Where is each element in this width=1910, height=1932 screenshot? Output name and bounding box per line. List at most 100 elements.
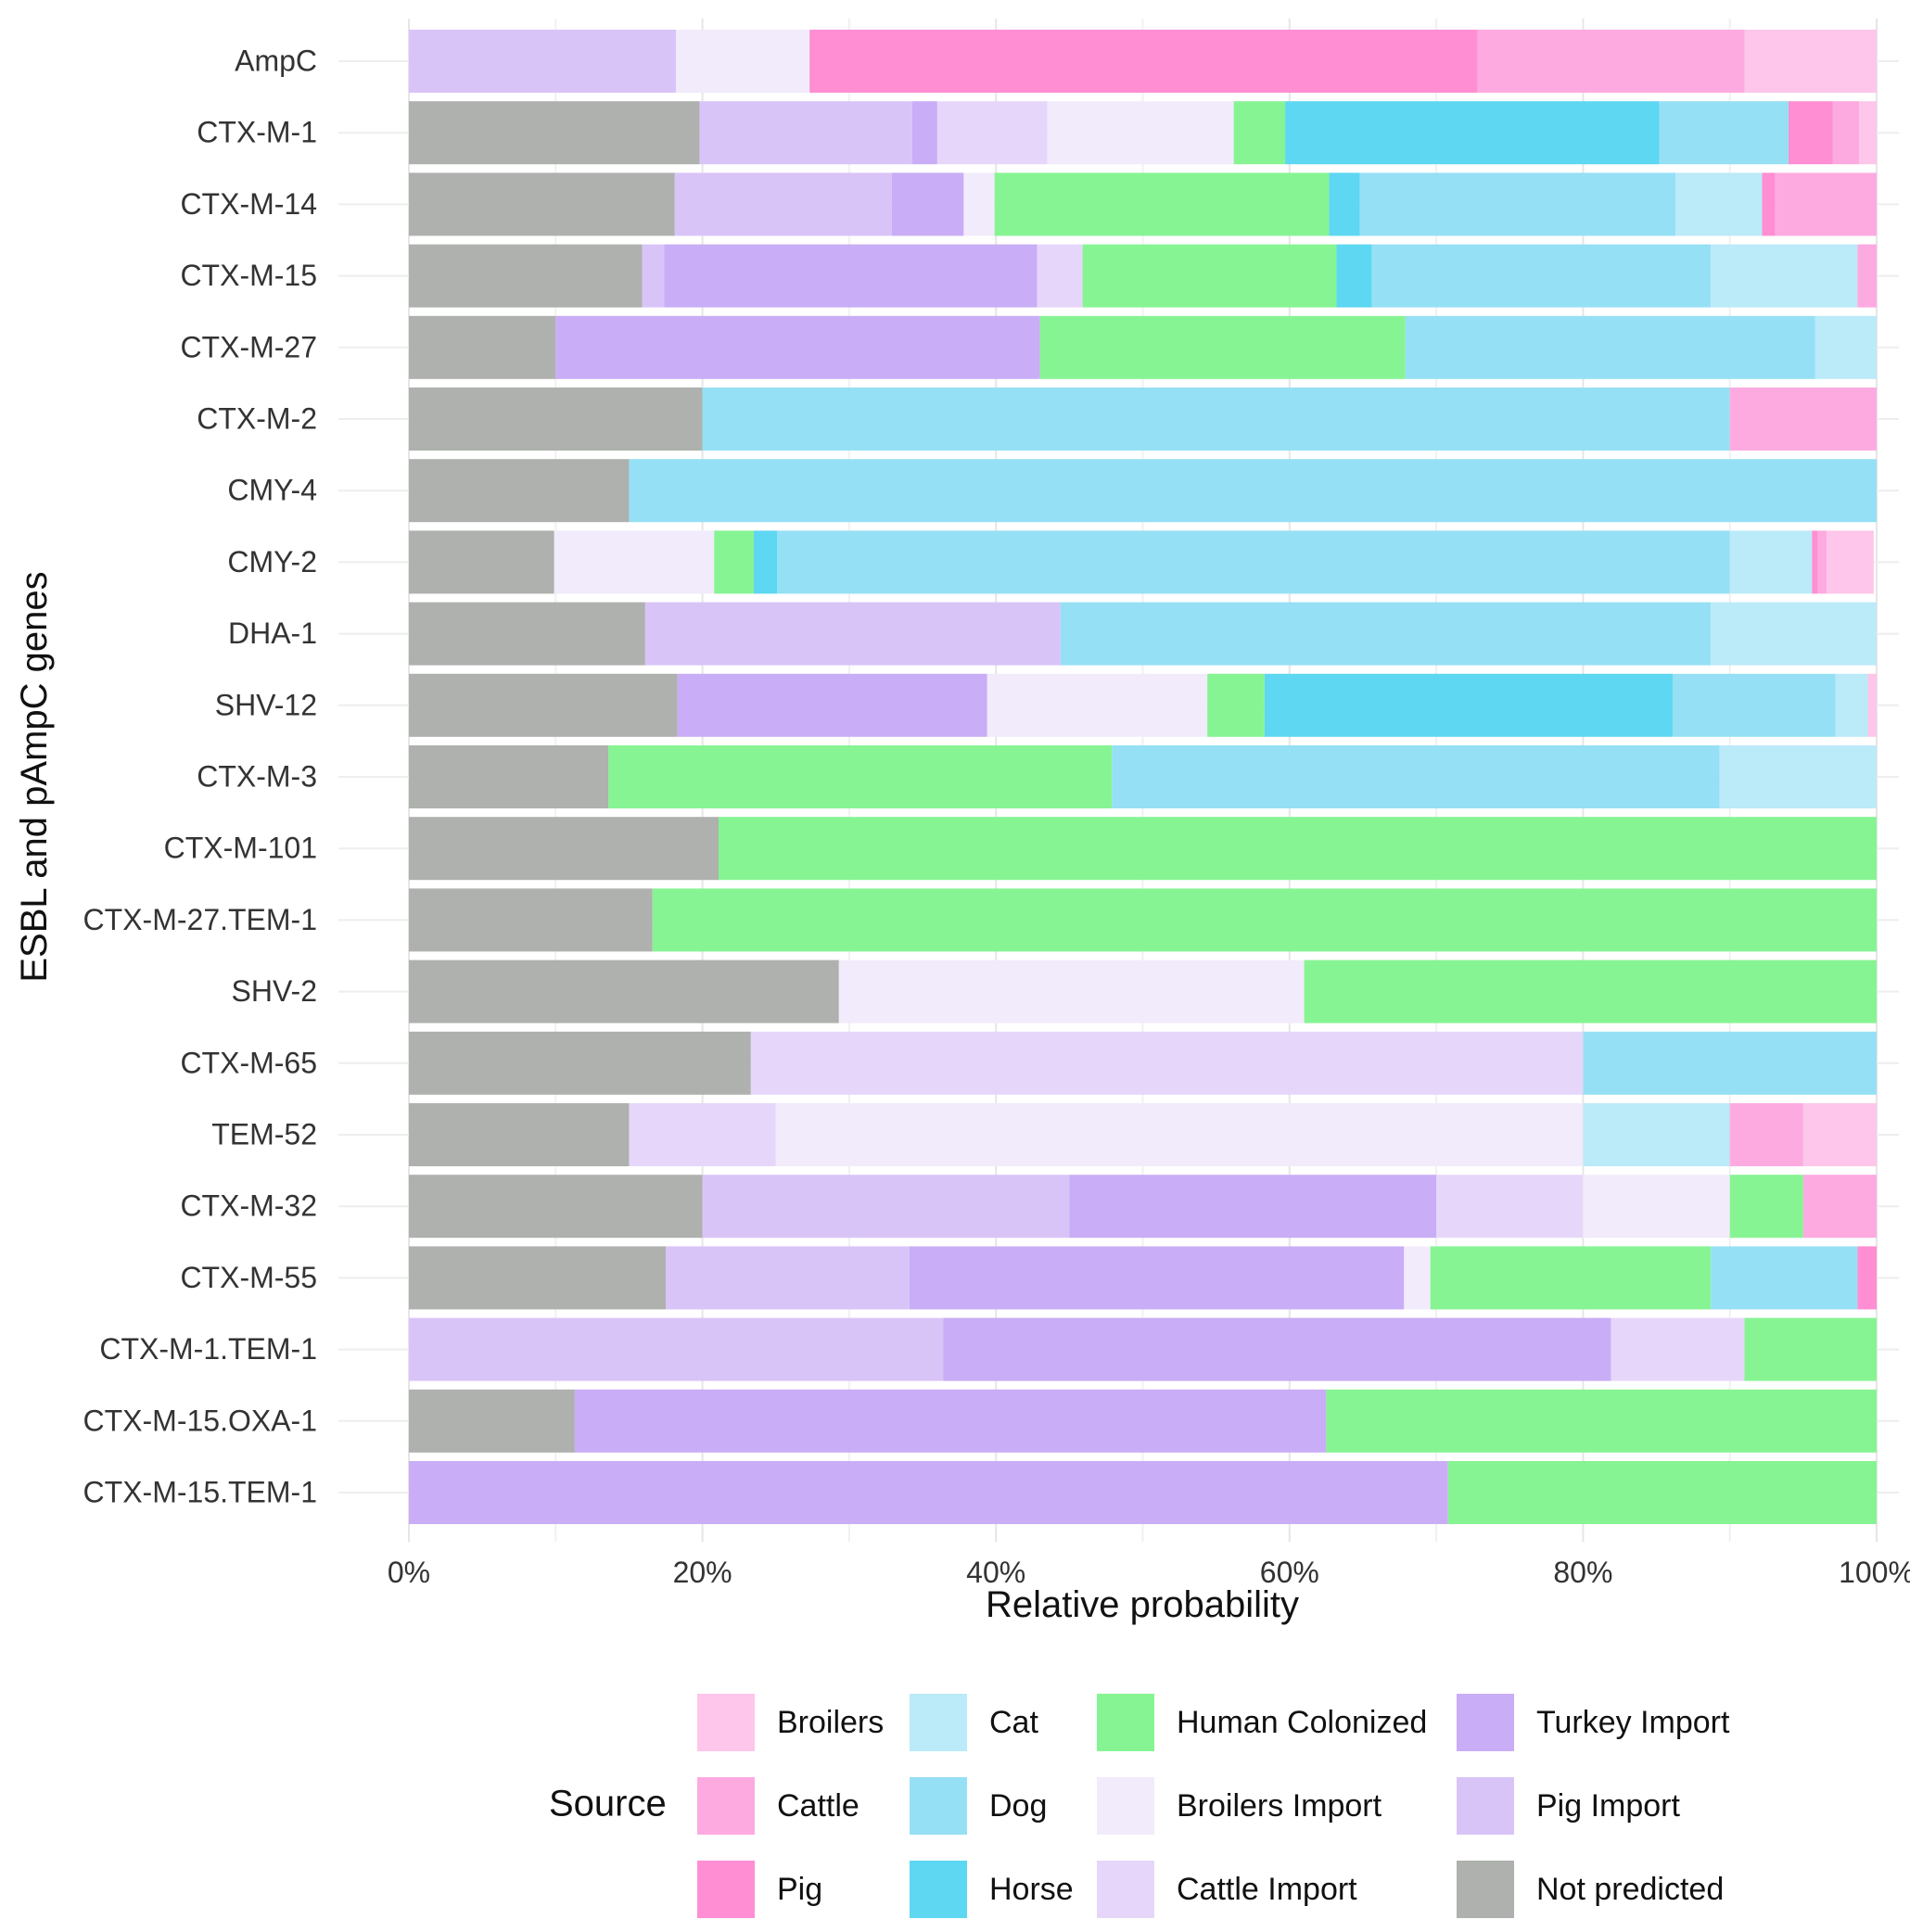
bar-segment — [1744, 30, 1877, 93]
bar-segment — [674, 172, 892, 236]
y-tick-label: CTX-M-15.OXA-1 — [83, 1404, 317, 1437]
bar-segment — [702, 1175, 1070, 1239]
bar-segment — [1233, 101, 1286, 165]
bar-row — [409, 960, 1877, 1023]
bar-segment — [1867, 673, 1877, 737]
bar-segment — [1447, 1461, 1877, 1524]
bar-segment — [1037, 244, 1083, 308]
legend-item: Broilers Import — [1097, 1777, 1382, 1835]
bar-segment — [652, 888, 1877, 952]
legend-item: Cattle Import — [1097, 1861, 1357, 1918]
y-tick-label: CTX-M-27 — [180, 330, 317, 363]
bar-segment — [409, 602, 645, 666]
x-tick-label: 80% — [1553, 1556, 1612, 1589]
y-tick-label: CTX-M-65 — [180, 1046, 317, 1079]
legend-item: Pig Import — [1457, 1777, 1680, 1835]
bar-segment — [1719, 745, 1877, 808]
bar-segment — [775, 1103, 1584, 1166]
legend-swatch — [1097, 1694, 1154, 1751]
bar-segment — [1729, 1103, 1803, 1166]
y-tick-label: CTX-M-2 — [197, 401, 317, 435]
bar-segment — [936, 101, 1048, 165]
bar-segment — [1802, 1175, 1877, 1239]
bar-segment — [987, 673, 1208, 737]
bar-segment — [1060, 602, 1712, 666]
legend-swatch — [910, 1861, 967, 1918]
bar-row — [409, 172, 1877, 236]
bar-segment — [1329, 172, 1360, 236]
bar-segment — [1583, 1175, 1730, 1239]
bar-segment — [1835, 673, 1868, 737]
bar-segment — [1817, 530, 1827, 594]
bar-segment — [1404, 1246, 1431, 1310]
bar-segment — [1711, 244, 1858, 308]
bar-segment — [1069, 1175, 1437, 1239]
bar-row — [409, 530, 1874, 594]
bar-segment — [1611, 1317, 1745, 1381]
bar-row — [409, 673, 1877, 737]
legend-label: Turkey Import — [1536, 1705, 1730, 1740]
x-tick-label: 20% — [673, 1556, 732, 1589]
bar-row — [409, 888, 1877, 952]
legend-label: Not predicted — [1536, 1872, 1724, 1907]
y-axis-title: ESBL and pAmpC genes — [14, 571, 55, 982]
bar-segment — [702, 388, 1730, 451]
bar-segment — [1814, 315, 1877, 379]
bar-segment — [809, 30, 1478, 93]
bar-segment — [644, 602, 1061, 666]
y-tick-label: SHV-12 — [215, 688, 317, 721]
bar-row — [409, 315, 1877, 379]
bar-segment — [1744, 1317, 1877, 1381]
y-tick-label: CMY-4 — [227, 474, 317, 507]
bar-segment — [409, 1317, 944, 1381]
legend-swatch — [910, 1694, 967, 1751]
bars — [409, 30, 1878, 1524]
y-tick-label: CTX-M-1 — [197, 116, 317, 149]
bar-segment — [1264, 673, 1673, 737]
y-tick-label: CTX-M-15 — [180, 259, 317, 292]
bar-segment — [409, 101, 700, 165]
bar-segment — [1477, 30, 1745, 93]
bar-row — [409, 459, 1878, 523]
legend-label: Human Colonized — [1177, 1705, 1427, 1740]
bar-segment — [554, 530, 715, 594]
legend-item: Turkey Import — [1457, 1694, 1730, 1751]
bar-segment — [909, 1246, 1405, 1310]
bar-segment — [1675, 172, 1763, 236]
bar-segment — [666, 1246, 910, 1310]
y-tick-label: CTX-M-55 — [180, 1261, 317, 1294]
bar-segment — [642, 244, 665, 308]
bar-segment — [409, 1175, 703, 1239]
bar-segment — [1729, 530, 1813, 594]
bar-segment — [1859, 101, 1877, 165]
bar-segment — [1336, 244, 1372, 308]
bar-segment — [1583, 1031, 1877, 1095]
y-tick-label: CTX-M-14 — [180, 187, 317, 221]
bar-segment — [1405, 315, 1815, 379]
bar-segment — [1672, 673, 1836, 737]
bar-segment — [1729, 1175, 1803, 1239]
bar-segment — [1436, 1175, 1584, 1239]
bar-segment — [1729, 388, 1877, 451]
legend-label: Broilers Import — [1177, 1788, 1382, 1824]
bar-segment — [1827, 530, 1874, 594]
x-tick-label: 0% — [388, 1556, 430, 1589]
bar-segment — [1789, 101, 1833, 165]
y-tick-label: CTX-M-101 — [164, 832, 317, 865]
bar-segment — [714, 530, 755, 594]
y-tick-label: CTX-M-3 — [197, 759, 317, 793]
legend-label: Broilers — [777, 1705, 884, 1740]
bar-segment — [754, 530, 778, 594]
y-tick-label: DHA-1 — [228, 616, 317, 650]
legend-item: Not predicted — [1457, 1861, 1724, 1918]
legend-label: Pig — [777, 1872, 822, 1907]
bar-segment — [409, 1246, 667, 1310]
bar-segment — [677, 673, 987, 737]
legend-swatch — [697, 1777, 755, 1835]
bar-segment — [994, 172, 1330, 236]
legend-item: Pig — [697, 1861, 822, 1918]
x-tick-label: 40% — [966, 1556, 1025, 1589]
bar-segment — [1832, 101, 1860, 165]
bar-segment — [699, 101, 912, 165]
